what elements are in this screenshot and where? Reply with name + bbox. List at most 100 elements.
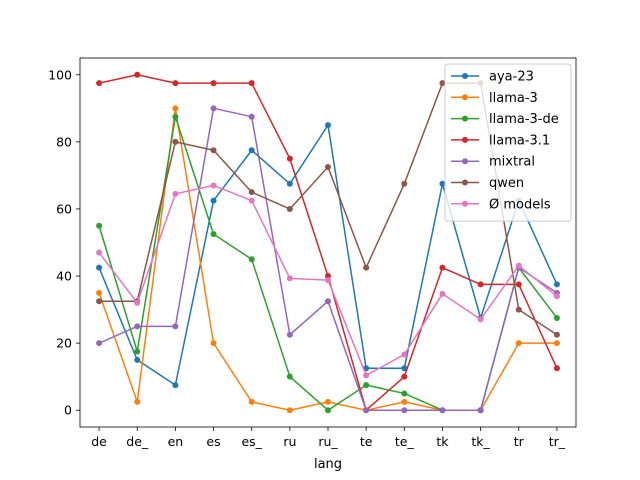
data-point-3-4: [248, 80, 255, 87]
legend-label-5: qwen: [489, 176, 524, 191]
data-point-0-6: [325, 122, 331, 129]
data-point-6-4: [248, 197, 255, 204]
data-point-1-3: [210, 340, 217, 347]
data-point-3-9: [439, 264, 446, 271]
y-tick-label-0: 0: [64, 403, 72, 418]
x-tick-label-8: te_: [395, 434, 415, 449]
legend-marker-1: [462, 94, 468, 101]
data-point-5-3: [210, 147, 217, 154]
data-point-1-4: [248, 398, 255, 405]
data-point-2-4: [248, 256, 255, 263]
data-point-6-6: [325, 277, 331, 284]
data-point-6-2: [172, 190, 179, 197]
series-4: [96, 105, 560, 414]
data-point-3-8: [401, 373, 408, 380]
data-point-3-2: [172, 80, 179, 87]
legend-marker-2: [462, 115, 468, 122]
legend-marker-6: [462, 200, 468, 207]
data-point-4-7: [363, 407, 370, 414]
data-point-3-5: [286, 155, 293, 162]
data-point-0-1: [134, 356, 141, 363]
x-axis-label: lang: [314, 457, 342, 472]
x-tick-label-2: en: [168, 434, 184, 449]
data-point-3-12: [553, 365, 560, 372]
x-tick-label-0: de: [91, 434, 107, 449]
x-tick-label-11: tr: [514, 434, 525, 449]
data-point-6-0: [96, 249, 103, 256]
data-point-4-0: [96, 340, 103, 347]
data-point-4-2: [172, 323, 179, 330]
data-point-3-3: [210, 80, 217, 87]
data-point-5-11: [515, 306, 522, 313]
legend-marker-0: [462, 73, 468, 79]
data-point-6-3: [210, 182, 217, 189]
legend-marker-5: [462, 179, 468, 186]
data-point-4-3: [210, 105, 217, 112]
data-point-5-7: [363, 264, 370, 271]
legend-label-2: llama-3-de: [489, 112, 559, 127]
data-point-2-8: [401, 390, 408, 397]
data-point-1-12: [553, 340, 560, 347]
legend-marker-4: [462, 158, 468, 165]
data-point-1-2: [172, 105, 179, 112]
data-point-4-4: [248, 113, 255, 120]
data-point-5-5: [286, 205, 293, 212]
y-tick-label-3: 60: [56, 201, 72, 216]
data-point-2-6: [325, 407, 331, 414]
legend: aya-23 llama-3 llama-3-de llama-3.1 mixtral q…: [444, 63, 572, 222]
y-tick-label-1: 20: [56, 336, 72, 351]
data-point-1-5: [286, 407, 293, 414]
x-tick-label-7: te: [360, 434, 373, 449]
data-point-4-5: [286, 331, 293, 338]
data-point-0-12: [553, 281, 560, 288]
legend-label-0: aya-23: [489, 70, 534, 85]
data-point-1-11: [515, 340, 522, 347]
x-tick-label-3: es: [206, 434, 220, 449]
data-point-2-1: [134, 348, 141, 355]
data-point-4-10: [477, 407, 484, 414]
data-point-6-11: [515, 262, 522, 269]
y-tick-label-4: 80: [56, 134, 72, 149]
data-point-2-7: [363, 382, 370, 389]
data-point-6-8: [401, 351, 408, 358]
y-tick-label-5: 100: [48, 67, 72, 82]
legend-label-1: llama-3: [489, 91, 538, 106]
data-point-4-6: [325, 298, 331, 305]
data-point-1-0: [96, 289, 103, 296]
legend-label-3: llama-3.1: [489, 133, 550, 148]
data-point-5-9: [439, 80, 446, 87]
data-point-2-2: [172, 113, 179, 120]
data-point-2-3: [210, 231, 217, 238]
x-tick-label-5: ru: [283, 434, 296, 449]
legend-label-4: mixtral: [489, 155, 535, 170]
data-point-0-8: [401, 365, 408, 372]
x-tick-label-12: tr_: [549, 434, 566, 449]
data-point-2-5: [286, 373, 293, 380]
data-point-6-1: [134, 299, 141, 306]
data-point-5-12: [553, 331, 560, 338]
series-6: [96, 182, 560, 379]
data-point-1-6: [325, 398, 331, 405]
data-point-1-1: [134, 398, 141, 405]
data-point-5-6: [325, 164, 331, 171]
data-point-3-11: [515, 281, 522, 288]
data-point-0-4: [248, 147, 255, 154]
data-point-5-8: [401, 180, 408, 187]
data-point-6-9: [439, 290, 446, 297]
data-point-3-10: [477, 281, 484, 288]
data-point-3-0: [96, 80, 103, 87]
axes-layer: de de_ en es es_ ru ru_ te te_ tk tk_ tr tr_ 0 20 40 60 8…: [48, 57, 577, 449]
data-point-3-1: [134, 71, 141, 78]
x-tick-label-4: es_: [241, 434, 262, 449]
data-point-2-0: [96, 222, 103, 229]
x-tick-label-9: tk: [436, 434, 449, 449]
y-tick-label-2: 40: [56, 269, 72, 284]
data-point-4-9: [439, 407, 446, 414]
x-tick-label-10: tk_: [471, 434, 490, 449]
legend-label-6: Ø models: [489, 197, 551, 212]
data-point-1-8: [401, 398, 408, 405]
data-point-5-4: [248, 189, 255, 196]
data-point-6-10: [477, 316, 484, 323]
